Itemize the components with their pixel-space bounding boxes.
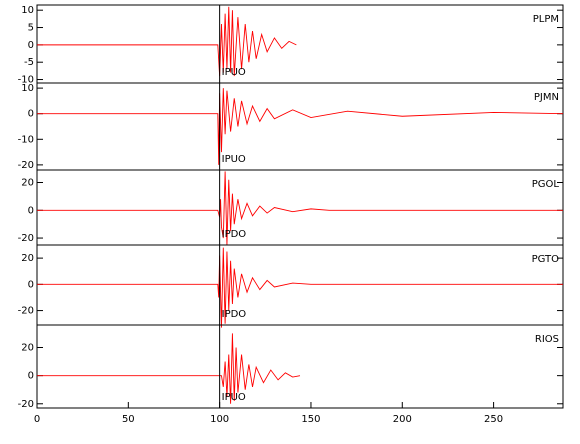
- y-tick-label: 0: [28, 40, 34, 51]
- station-label: PGOL: [532, 179, 560, 190]
- y-tick-label: -20: [18, 306, 34, 317]
- y-tick-label: 10: [21, 83, 34, 94]
- panel-frame: [36, 244, 564, 326]
- waveform: [37, 88, 564, 165]
- panel-frame: [36, 324, 564, 409]
- station-label: PGTO: [532, 254, 560, 265]
- y-tick-label: 0: [28, 371, 34, 382]
- pick-label: IPUO: [222, 392, 246, 403]
- y-tick-label: 0: [28, 279, 34, 290]
- station-label: RIOS: [535, 334, 559, 345]
- x-tick-label: 150: [301, 414, 320, 425]
- x-tick-label: 0: [34, 414, 40, 425]
- waveform: [37, 6, 297, 77]
- y-tick-label: 20: [21, 253, 34, 264]
- x-tick-label: 200: [393, 414, 412, 425]
- y-tick-label: 5: [28, 23, 34, 34]
- waveform: [37, 333, 301, 404]
- y-tick-label: -20: [18, 399, 34, 410]
- y-tick-label: 10: [21, 5, 34, 16]
- y-tick-label: -10: [18, 75, 34, 86]
- pick-label: IPDO: [222, 309, 247, 320]
- station-label: PLPM: [533, 14, 559, 25]
- pick-label: IPDO: [222, 229, 247, 240]
- x-tick-label: 250: [484, 414, 503, 425]
- x-tick-label: 50: [122, 414, 135, 425]
- waveform: [37, 247, 563, 328]
- y-tick-label: -20: [18, 233, 34, 244]
- y-tick-label: 0: [28, 109, 34, 120]
- y-tick-label: -5: [24, 57, 34, 68]
- station-label: PJMN: [534, 92, 559, 103]
- y-tick-label: 20: [21, 178, 34, 189]
- panel-frame: [36, 82, 564, 171]
- x-tick-label: 100: [210, 414, 229, 425]
- panel-frame: [36, 169, 564, 246]
- pick-label: IPUO: [222, 67, 246, 78]
- y-tick-label: -20: [18, 160, 34, 171]
- panel-frame: [36, 4, 564, 84]
- waveform: [37, 171, 563, 246]
- y-tick-label: 20: [21, 343, 34, 354]
- y-tick-label: -10: [18, 134, 34, 145]
- y-tick-label: 0: [28, 205, 34, 216]
- pick-label: IPUO: [222, 154, 246, 165]
